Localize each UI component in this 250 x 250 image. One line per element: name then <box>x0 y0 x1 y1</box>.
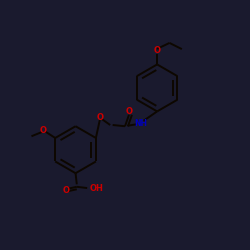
Text: O: O <box>126 108 133 116</box>
Text: O: O <box>62 186 69 194</box>
Text: OH: OH <box>90 184 104 192</box>
Text: O: O <box>40 126 47 134</box>
Text: O: O <box>154 46 161 55</box>
Text: NH: NH <box>134 119 147 128</box>
Text: O: O <box>97 113 104 122</box>
